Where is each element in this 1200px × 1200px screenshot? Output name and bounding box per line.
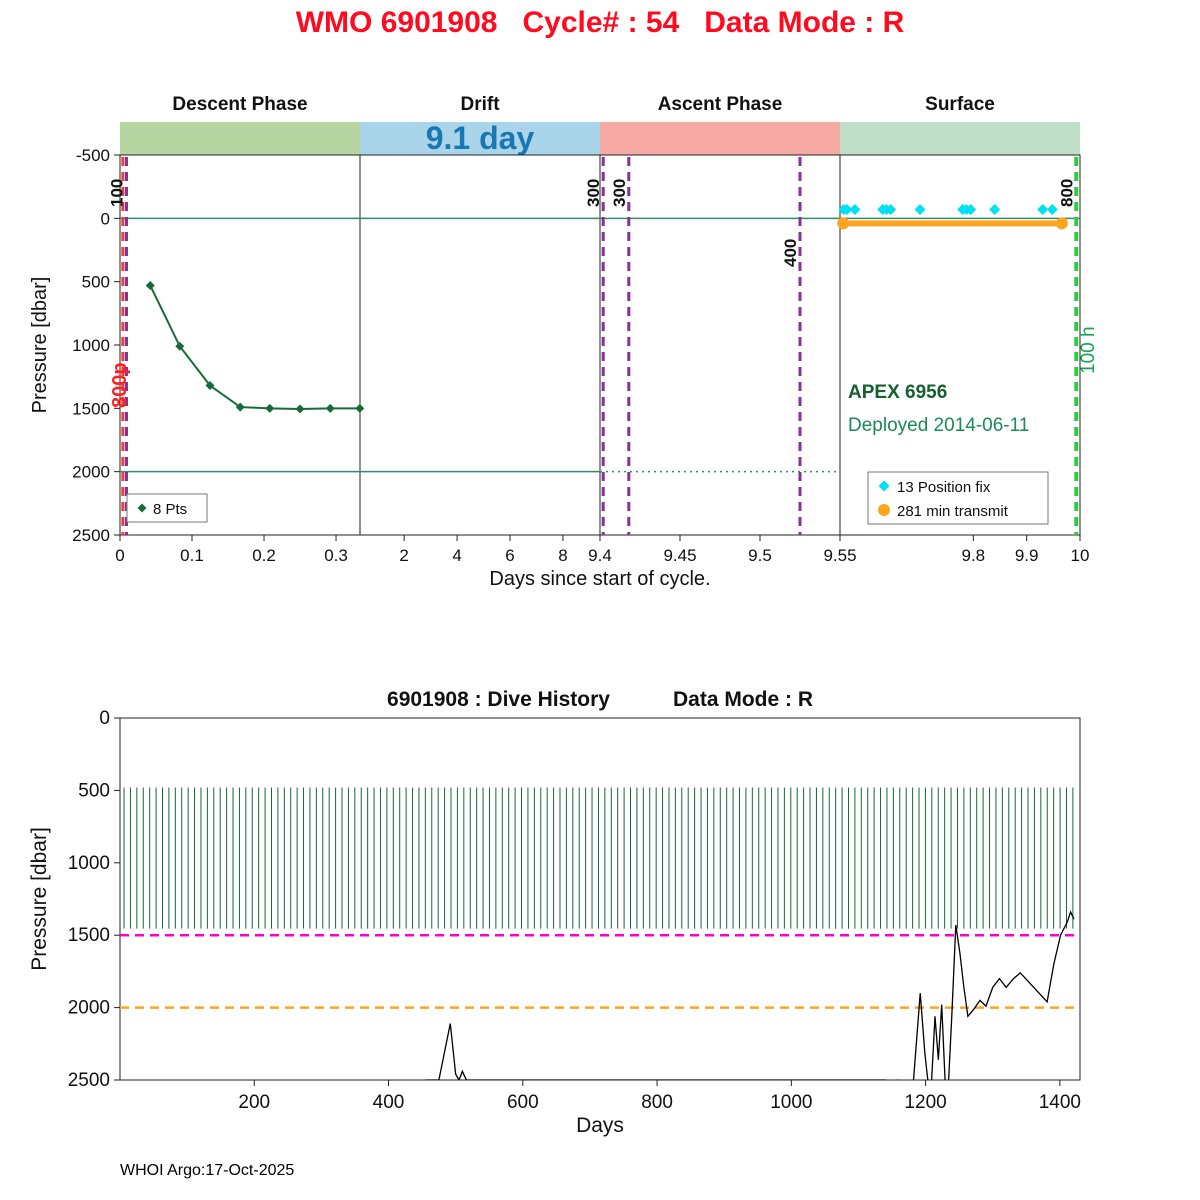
- x-tick-label: 0: [115, 546, 124, 565]
- y-tick-label: 2000: [72, 463, 110, 482]
- y-tick-label: 0: [101, 209, 110, 228]
- float-annotation: APEX 6956: [848, 382, 947, 403]
- transmit-end-marker: [1055, 217, 1068, 230]
- surface-hold-label: 100 h: [1078, 326, 1099, 374]
- descent-point-marker: [145, 280, 155, 290]
- x-tick-label: 9.55: [823, 546, 856, 565]
- footer-text: WHOI Argo:17-Oct-2025: [120, 1162, 295, 1179]
- y-tick-label: 2000: [68, 998, 110, 1019]
- descent-point-marker: [235, 402, 245, 412]
- y-tick-label: 500: [78, 780, 110, 801]
- dive-history-title: 6901908 : Dive History Data Mode : R: [387, 688, 813, 711]
- x-tick-label: 4: [452, 546, 461, 565]
- float-annotation: Deployed 2014-06-11: [848, 415, 1029, 436]
- x-tick-label: 400: [373, 1092, 405, 1113]
- phase-band: [120, 122, 360, 155]
- fix-legend-label: 13 Position fix: [897, 479, 991, 496]
- phase-label: Drift: [460, 94, 500, 115]
- position-fix-icon: [965, 203, 977, 215]
- x-tick-label: 0.1: [180, 546, 204, 565]
- phase-band: [600, 122, 840, 155]
- y-axis-label: Pressure [dbar]: [29, 277, 51, 414]
- x-axis-label: Days since start of cycle.: [489, 568, 710, 590]
- x-tick-label: 0.3: [324, 546, 348, 565]
- page-title: WMO 6901908 Cycle# : 54 Data Mode : R: [295, 6, 905, 39]
- drift-duration-label: 9.1 day: [426, 120, 535, 156]
- event-vline-label: 400: [781, 239, 800, 267]
- x-tick-label: 0.2: [252, 546, 276, 565]
- event-vline-label: 100: [107, 179, 126, 207]
- position-fix-icon: [914, 203, 926, 215]
- position-fix-icon: [1037, 203, 1049, 215]
- position-fix-icon: [841, 203, 853, 215]
- y-tick-label: 1500: [72, 399, 110, 418]
- x-tick-label: 8: [558, 546, 567, 565]
- event-vline-label: 300: [584, 179, 603, 207]
- fix-legend-icon: [878, 480, 890, 492]
- y-tick-label: 1000: [68, 853, 110, 874]
- phase-label: Descent Phase: [172, 94, 307, 115]
- descent-point-marker: [265, 403, 275, 413]
- x-tick-label: 200: [238, 1092, 270, 1113]
- descent-point-marker: [175, 341, 185, 351]
- x-axis-label-2: Days: [576, 1114, 624, 1137]
- y-tick-label: 1000: [72, 336, 110, 355]
- pts-legend-label: 8 Pts: [153, 501, 187, 518]
- position-fix-icon: [885, 203, 897, 215]
- x-tick-label: 9.9: [1015, 546, 1039, 565]
- park-pressure-label: 800p: [109, 362, 131, 408]
- x-tick-label: 6: [505, 546, 514, 565]
- descent-point-marker: [325, 403, 335, 413]
- descent-point-marker: [205, 381, 215, 391]
- x-tick-label: 9.4: [588, 546, 612, 565]
- pts-legend-icon: [137, 503, 147, 513]
- x-tick-label: 9.5: [748, 546, 772, 565]
- transmit-legend-label: 281 min transmit: [897, 503, 1009, 520]
- phase-band: [840, 122, 1080, 155]
- event-vline-label: 300: [610, 179, 629, 207]
- descent-profile-line: [149, 285, 360, 410]
- position-fix-icon: [849, 203, 861, 215]
- surface-legend-box: [867, 471, 1049, 525]
- x-tick-label: 9.45: [663, 546, 696, 565]
- phase-label: Ascent Phase: [658, 94, 783, 115]
- x-tick-label: 2: [399, 546, 408, 565]
- bottom-trace-line: [425, 910, 1075, 1080]
- y-tick-label: 0: [99, 708, 110, 729]
- x-tick-label: 9.8: [962, 546, 986, 565]
- position-fix-icon: [989, 203, 1001, 215]
- event-vline-label: 800: [1057, 179, 1076, 207]
- y-tick-label: 1500: [68, 925, 110, 946]
- phase-label: Surface: [925, 94, 995, 115]
- descent-point-marker: [295, 404, 305, 414]
- x-tick-label: 10: [1071, 546, 1090, 565]
- x-tick-label: 600: [507, 1092, 539, 1113]
- position-fix-icon: [1046, 203, 1058, 215]
- transmit-start-marker: [837, 217, 850, 230]
- y-axis-label-2: Pressure [dbar]: [28, 827, 51, 971]
- phase-band: [360, 122, 600, 155]
- descent-point-marker: [355, 403, 365, 413]
- y-tick-label: 2500: [72, 526, 110, 545]
- x-tick-label: 800: [641, 1092, 673, 1113]
- y-tick-label: 500: [82, 273, 110, 292]
- y-tick-label: -500: [76, 146, 110, 165]
- x-tick-label: 1000: [770, 1092, 812, 1113]
- x-tick-label: 1400: [1039, 1092, 1081, 1113]
- transmit-legend-icon: [878, 504, 890, 516]
- x-tick-label: 1200: [904, 1092, 946, 1113]
- y-tick-label: 2500: [68, 1070, 110, 1091]
